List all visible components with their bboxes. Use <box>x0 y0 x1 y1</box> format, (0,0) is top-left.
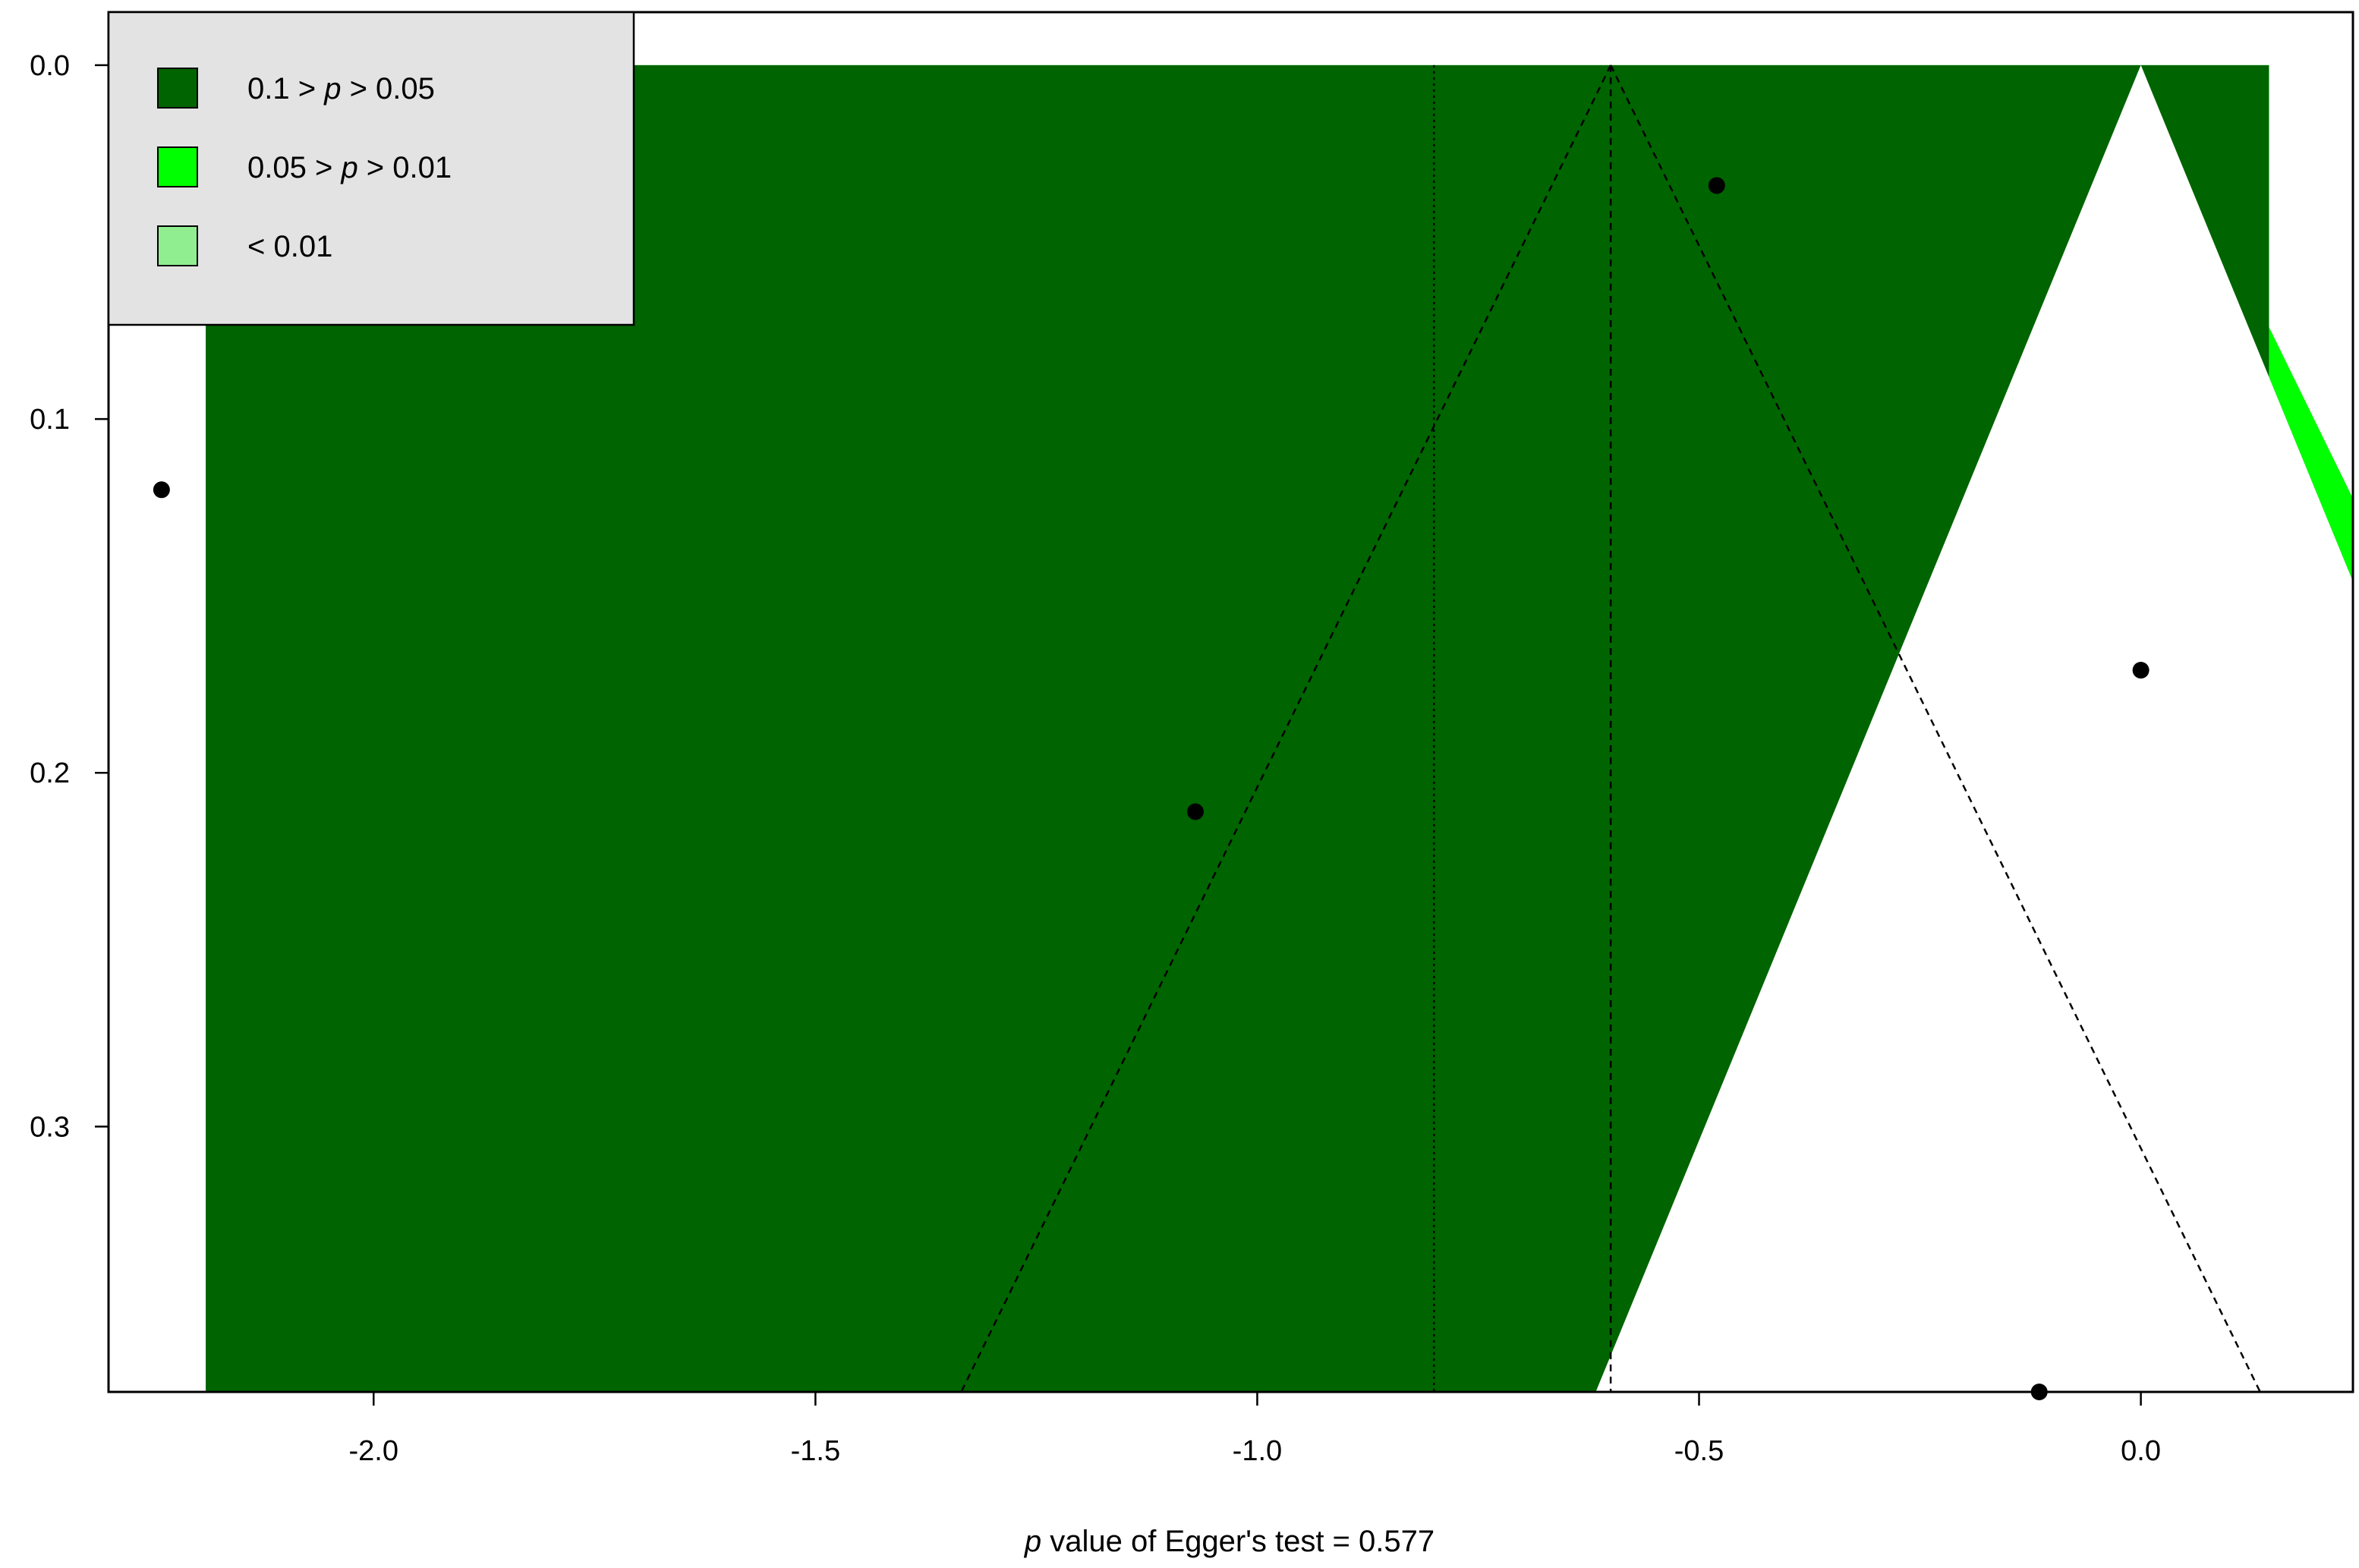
legend-label: < 0.01 <box>247 230 332 263</box>
funnel-lines <box>960 65 2261 1392</box>
region-p-0.1-0.05-left <box>206 65 2141 1392</box>
caption: p value of Egger's test = 0.577 <box>1024 1525 1435 1558</box>
legend-swatch <box>157 68 198 109</box>
study-point <box>153 481 170 499</box>
study-point <box>1708 177 1725 194</box>
x-tick-label: -1.5 <box>791 1435 840 1467</box>
legend-swatch <box>157 146 198 187</box>
x-tick-label: -1.0 <box>1233 1435 1282 1467</box>
study-point <box>2132 662 2150 679</box>
significance-contour-regions <box>206 65 2353 1392</box>
legend-label: 0.1 > p > 0.05 <box>247 72 435 105</box>
legend-label: 0.05 > p > 0.01 <box>247 151 452 184</box>
legend: 0.1 > p > 0.05 0.05 > p > 0.01 < 0.01 <box>107 11 635 326</box>
y-axis: 0.0 0.1 0.2 0.3 <box>30 50 109 1143</box>
x-tick-label: -0.5 <box>1674 1435 1724 1467</box>
x-tick-label: -2.0 <box>349 1435 398 1467</box>
legend-swatch <box>157 225 198 266</box>
plot-border <box>107 11 2354 1393</box>
funnel-right-line <box>1609 65 2261 1392</box>
y-tick-label: 0.3 <box>30 1111 70 1143</box>
y-tick-label: 0.2 <box>30 757 70 789</box>
study-points <box>153 177 2150 1400</box>
caption-text: value of Egger's test = 0.577 <box>1041 1525 1435 1558</box>
study-point <box>1186 803 1204 820</box>
x-tick-label: 0.0 <box>2121 1435 2161 1467</box>
caption-p: p <box>1024 1525 1041 1558</box>
y-tick-label: 0.0 <box>30 50 70 82</box>
y-tick-label: 0.1 <box>30 404 70 436</box>
region-nonsignificant <box>1595 65 2353 1392</box>
funnel-left-line <box>960 65 1612 1392</box>
x-axis: -2.0 -1.5 -1.0 -0.5 0.0 <box>349 1392 2161 1467</box>
